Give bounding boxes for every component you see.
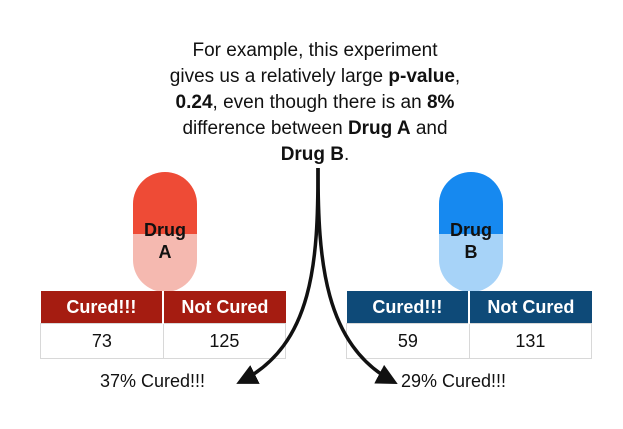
drug-b-pill-icon [439, 172, 503, 292]
drug-a-pill-icon [133, 172, 197, 292]
caption-line-4: difference between Drug A and [182, 118, 448, 139]
drug-b-pill-bottom [439, 234, 503, 292]
caption-line-5: Drug B. [280, 144, 350, 165]
drug-a-cured-header: Cured!!! [40, 291, 164, 324]
drug-b-cured-count: 59 [346, 323, 470, 359]
arrow-to-drug-a-result [236, 167, 320, 384]
drug-a-not-cured-header: Not Cured [162, 291, 286, 324]
caption-line-2: gives us a relatively large p-value, [169, 66, 461, 87]
arrow-to-drug-b-result [316, 167, 398, 384]
drug-a-result: 37% Cured!!! [100, 371, 206, 391]
caption-line-3: 0.24, even though there is an 8% [175, 92, 455, 113]
drug-b-not-cured-count: 131 [468, 323, 593, 359]
drug-a-pill-top [133, 172, 197, 234]
drug-a-label: Drug A [144, 220, 186, 262]
drug-b-result: 29% Cured!!! [401, 371, 507, 391]
caption-line-1: For example, this experiment [192, 40, 438, 61]
drug-b-table: Cured!!! Not Cured 59 131 [346, 291, 593, 359]
drug-a-pill-bottom [133, 234, 197, 292]
drug-a-table: Cured!!! Not Cured 73 125 [40, 291, 287, 359]
drug-b-label: Drug B [450, 220, 492, 262]
drug-a-not-cured-count: 125 [162, 323, 287, 359]
drug-b-not-cured-header: Not Cured [468, 291, 592, 324]
drug-b-pill-top [439, 172, 503, 234]
drug-a-cured-count: 73 [40, 323, 164, 359]
caption: For example, this experiment gives us a … [150, 38, 480, 168]
drug-b-cured-header: Cured!!! [346, 291, 470, 324]
